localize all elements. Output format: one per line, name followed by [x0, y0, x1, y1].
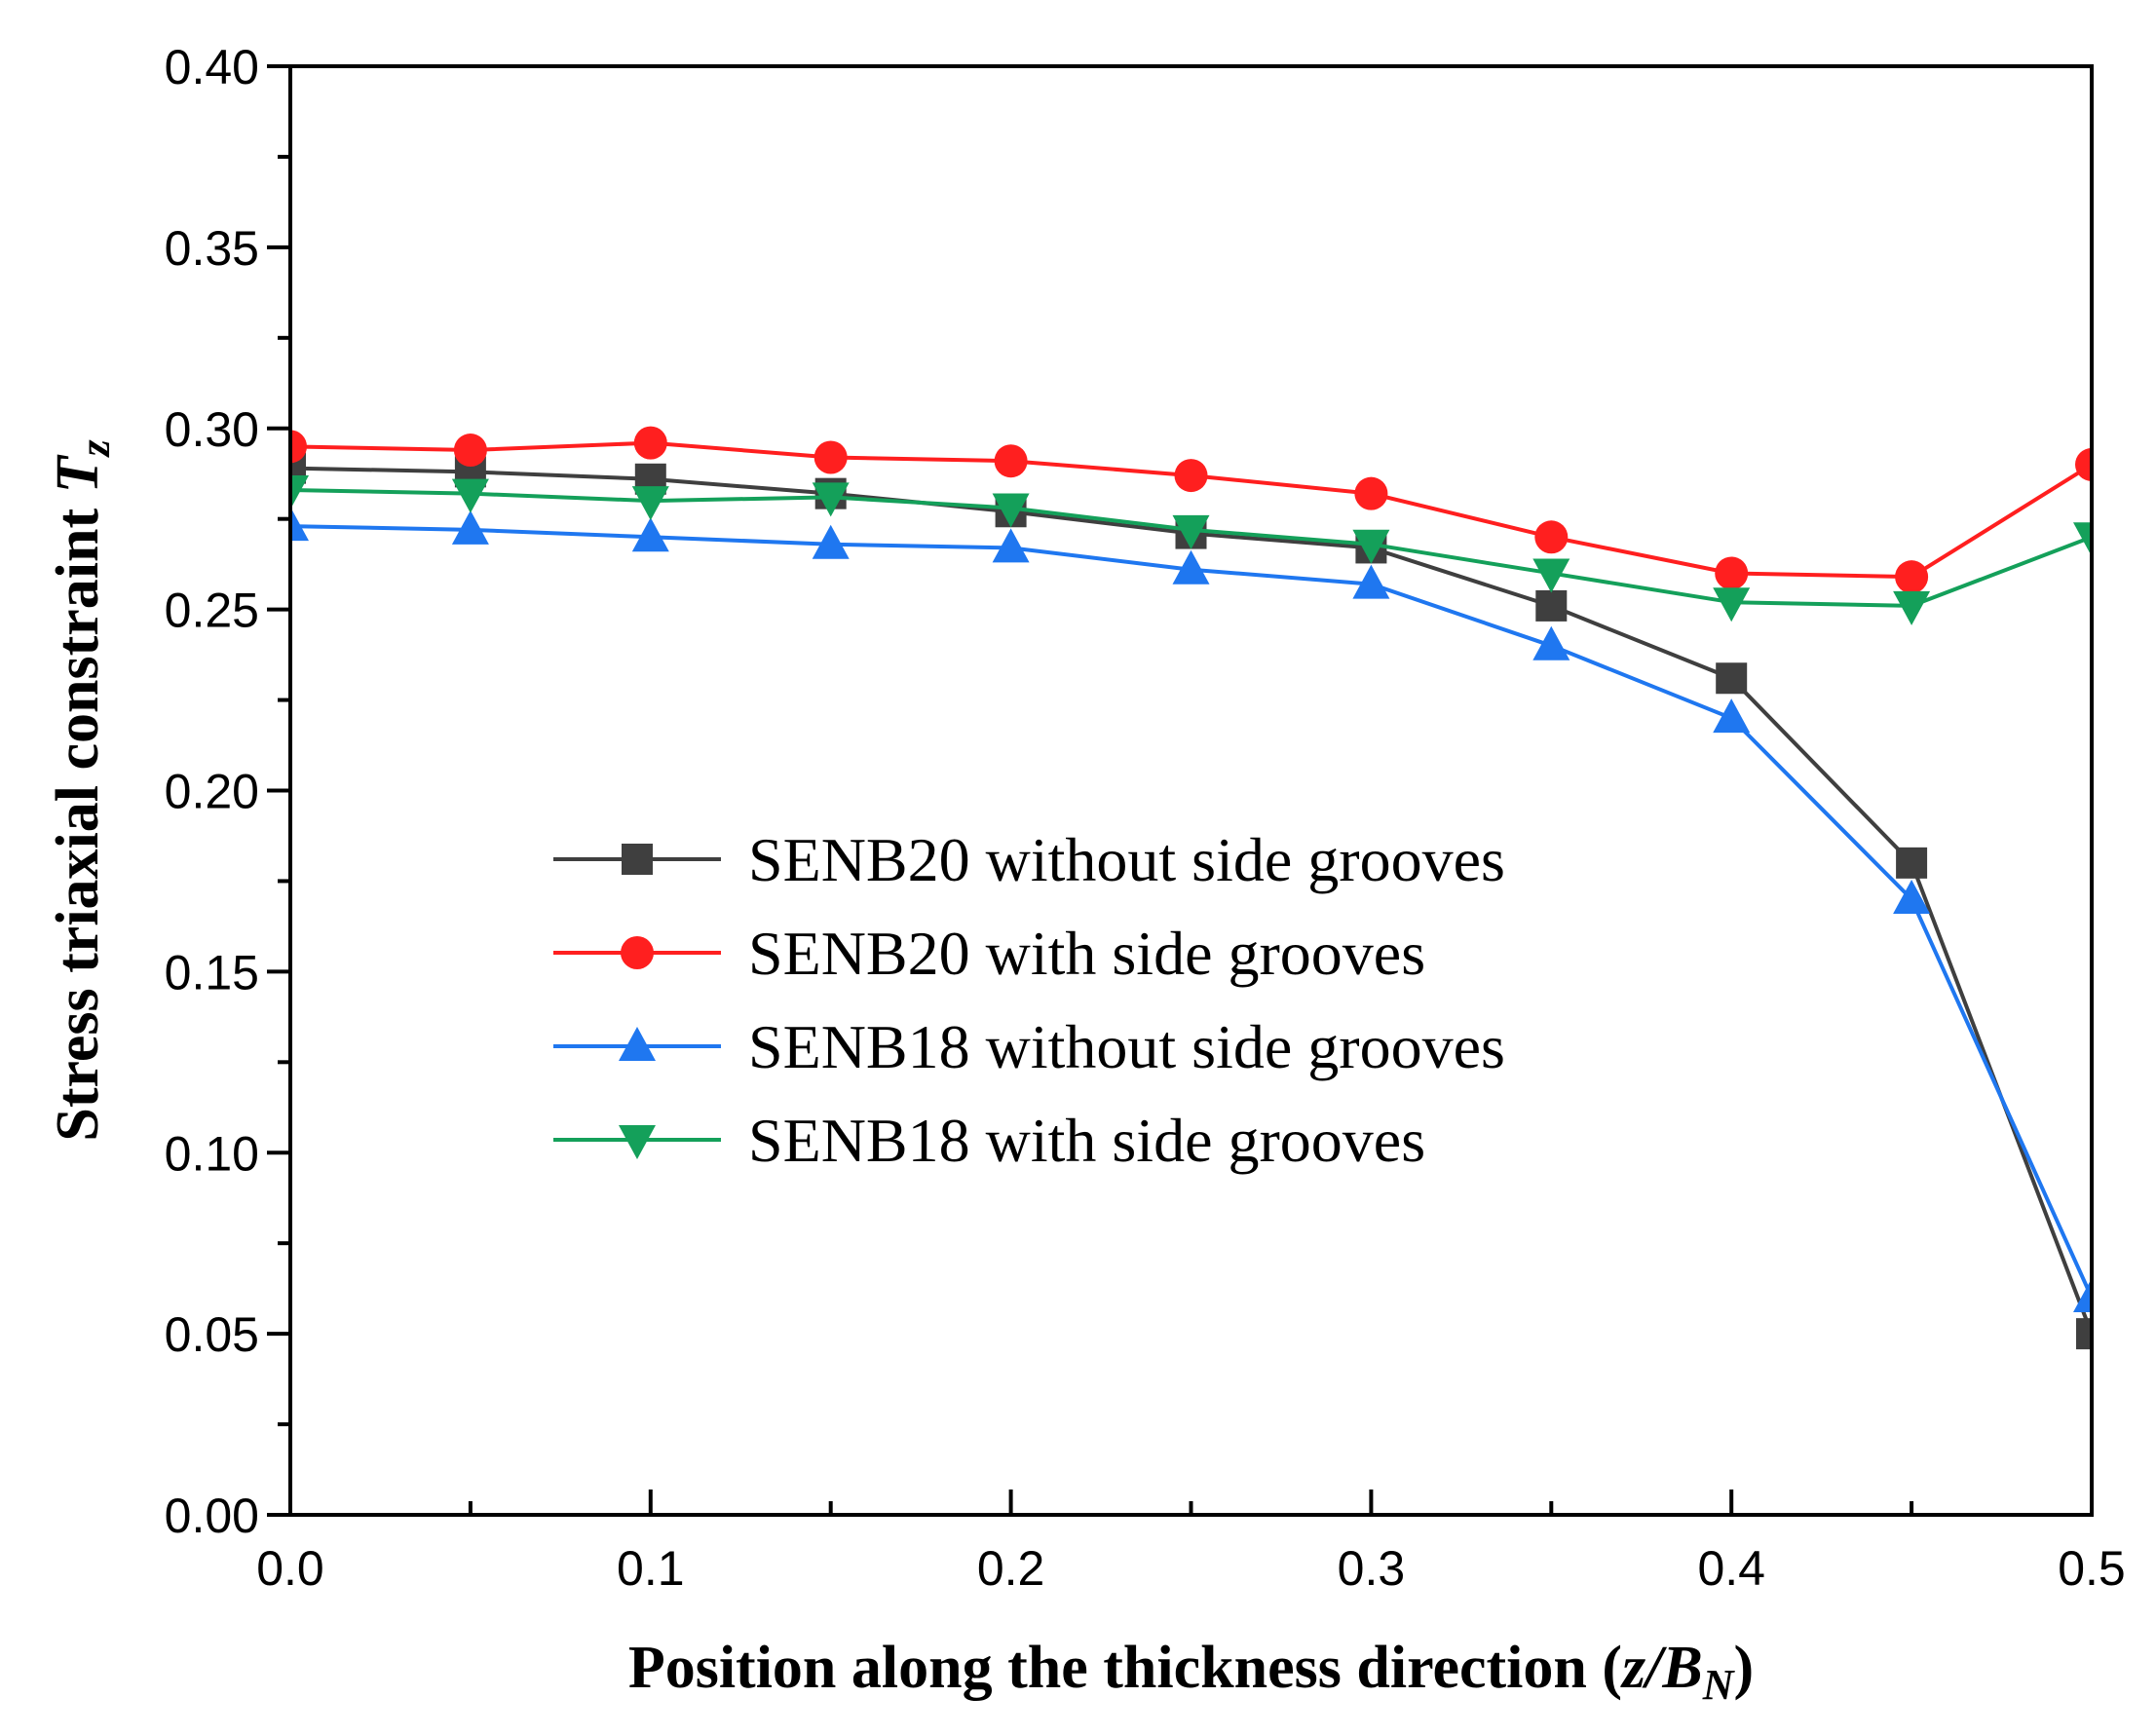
y-axis-title-subscript: z — [71, 439, 119, 458]
y-axis-title-prefix: Stress triaxial constraint — [45, 493, 111, 1141]
legend-label: SENB20 without side grooves — [748, 825, 1505, 894]
x-tick-label: 0.2 — [977, 1541, 1045, 1596]
data-point — [812, 524, 850, 559]
data-point — [1354, 476, 1388, 510]
data-point — [1716, 662, 1748, 695]
y-tick-label: 0.10 — [165, 1126, 259, 1181]
data-point — [1895, 560, 1929, 594]
x-axis-title-suffix: ) — [1734, 1635, 1755, 1701]
series-2 — [290, 426, 2092, 594]
legend-marker — [619, 1125, 656, 1159]
data-point — [1172, 514, 1210, 549]
legend-label: SENB20 with side grooves — [748, 919, 1425, 988]
x-axis-title-prefix: Position along the thickness direction ( — [628, 1635, 1622, 1701]
y-tick-label: 0.15 — [165, 945, 259, 1000]
legend: SENB20 without side grooves SENB20 with s… — [553, 825, 1505, 1175]
data-point — [992, 528, 1030, 563]
legend-entry: SENB20 without side grooves — [553, 825, 1505, 894]
data-point — [1896, 847, 1928, 879]
data-point — [1352, 529, 1390, 564]
data-point — [1532, 558, 1570, 593]
x-tick-label: 0.4 — [1697, 1541, 1765, 1596]
x-axis-title-var: z/B — [1620, 1635, 1703, 1701]
data-point — [633, 426, 667, 460]
data-point — [631, 486, 669, 521]
y-tick-label: 0.25 — [165, 584, 259, 638]
data-point — [1172, 549, 1210, 585]
data-point — [1715, 556, 1749, 590]
y-tick-label: 0.00 — [165, 1489, 259, 1543]
x-tick-label: 0.5 — [2058, 1541, 2126, 1596]
data-point — [812, 482, 850, 517]
data-point — [1532, 625, 1570, 660]
data-point — [1713, 587, 1751, 622]
series-3 — [290, 507, 2092, 1312]
series-1 — [290, 452, 2092, 1350]
data-point — [1534, 520, 1569, 554]
legend-marker — [622, 844, 653, 875]
legend-entry: SENB18 with side grooves — [553, 1106, 1425, 1175]
series-line — [290, 524, 2092, 1299]
x-tick-labels: 0.0 0.1 0.2 0.3 0.4 0.5 — [256, 1541, 2126, 1596]
legend-entry: SENB20 with side grooves — [553, 919, 1425, 988]
data-point — [290, 430, 307, 464]
x-axis-title-subscript: N — [1702, 1661, 1736, 1709]
series-layer — [290, 426, 2092, 1350]
data-point — [1713, 698, 1751, 734]
data-point — [994, 444, 1028, 478]
series-line — [290, 466, 2092, 1335]
y-tick-label: 0.05 — [165, 1307, 259, 1362]
x-axis-title: Position along the thickness direction (… — [628, 1635, 1754, 1709]
x-tick-label: 0.0 — [256, 1541, 324, 1596]
series-4 — [290, 474, 2092, 625]
data-point — [451, 478, 489, 513]
data-point — [813, 440, 848, 474]
y-axis-title-var: T — [45, 454, 111, 493]
legend-label: SENB18 with side grooves — [748, 1106, 1425, 1175]
data-point — [1535, 589, 1568, 622]
data-point — [1893, 590, 1931, 625]
y-tick-label: 0.35 — [165, 221, 259, 276]
data-point — [290, 474, 309, 509]
data-point — [992, 493, 1030, 528]
y-axis-title: Stress triaxial constraint Tz — [45, 439, 119, 1141]
y-tick-label: 0.40 — [165, 40, 259, 94]
legend-marker — [621, 936, 654, 969]
data-point — [290, 507, 309, 542]
data-point — [2073, 522, 2092, 557]
data-point — [1352, 564, 1390, 599]
axis-ticks — [267, 64, 2094, 1517]
data-point — [2073, 1277, 2092, 1312]
legend-entry: SENB18 without side grooves — [553, 1012, 1505, 1081]
data-point — [2076, 1318, 2092, 1350]
y-tick-labels: 0.00 0.05 0.10 0.15 0.20 0.25 0.30 0.35 0.40 — [165, 40, 259, 1543]
data-point — [631, 517, 669, 552]
y-tick-label: 0.30 — [165, 402, 259, 457]
y-tick-label: 0.20 — [165, 765, 259, 819]
data-point — [453, 434, 487, 468]
data-point — [1893, 880, 1931, 915]
legend-marker — [619, 1027, 656, 1061]
data-point — [1174, 459, 1208, 493]
plot-frame — [288, 64, 2094, 1517]
data-point — [451, 509, 489, 545]
x-tick-label: 0.1 — [617, 1541, 685, 1596]
x-tick-label: 0.3 — [1338, 1541, 1406, 1596]
data-point — [2075, 447, 2092, 481]
legend-label: SENB18 without side grooves — [748, 1012, 1505, 1081]
